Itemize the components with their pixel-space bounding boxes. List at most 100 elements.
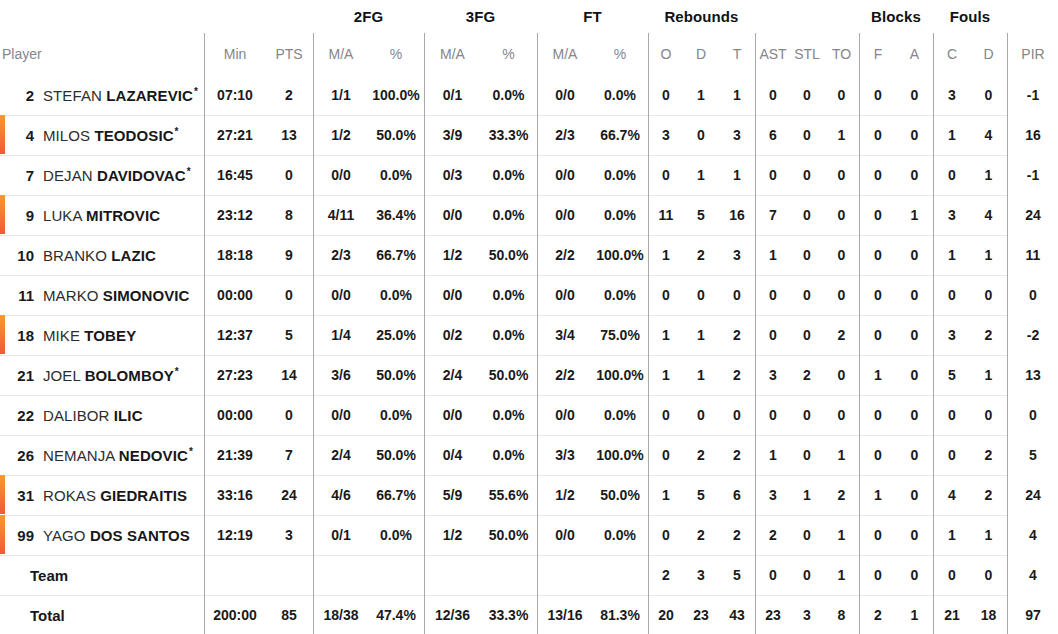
cell-blk-f: 0 [859,555,896,596]
player-first-name: LUKA [43,207,82,224]
cell-3fg-ma: 0/2 [424,315,480,356]
cell-to: 0 [824,275,859,316]
cell-2fg-ma: 0/0 [313,155,368,196]
cell-to: 1 [824,515,859,556]
player-last-name: NEDOVIC [119,447,188,464]
cell-blk-a: 0 [896,515,933,556]
cell-foul-d: 2 [970,475,1007,516]
cell-reb-t: 3 [719,115,755,156]
cell-min: 200:00 [204,595,265,634]
cell-ft-ma: 0/0 [537,75,592,116]
cell-reb-t: 2 [719,315,755,356]
player-first-name: DEJAN [43,167,93,184]
player-cell: 22 DALIBOR ILIC [0,395,204,436]
cell-pts: 85 [265,595,313,634]
player-number: 10 [0,247,34,264]
player-row[interactable]: 31 ROKAS GIEDRAITIS 33:16 24 4/6 66.7% 5… [0,475,1058,515]
cell-pts: 0 [265,395,313,436]
cell-to: 1 [824,555,859,596]
player-row[interactable]: 7 DEJAN DAVIDOVAC* 16:45 0 0/0 0.0% 0/3 … [0,155,1058,195]
player-row[interactable]: 26 NEMANJA NEDOVIC* 21:39 7 2/4 50.0% 0/… [0,435,1058,475]
cell-ft-ma: 0/0 [537,195,592,236]
player-row[interactable]: 18 MIKE TOBEY 12:37 5 1/4 25.0% 0/2 0.0%… [0,315,1058,355]
cell-foul-d: 2 [970,435,1007,476]
cell-reb-d: 1 [683,315,719,356]
cell-blk-a: 0 [896,315,933,356]
cell-3fg-pct: 50.0% [480,515,537,556]
cell-ast: 0 [755,275,790,316]
player-row[interactable]: 22 DALIBOR ILIC 00:00 0 0/0 0.0% 0/0 0.0… [0,395,1058,435]
cell-min: 12:19 [204,515,265,556]
cell-pts [265,555,313,596]
cell-stl: 0 [790,435,824,476]
cell-reb-o: 0 [648,395,683,436]
cell-reb-o: 1 [648,315,683,356]
col-header-reb-o: O [648,33,683,75]
player-row[interactable]: 2 STEFAN LAZAREVIC* 07:10 2 1/1 100.0% 0… [0,75,1058,115]
summary-row[interactable]: Team 2 3 5 0 0 1 0 0 0 0 4 [0,555,1058,595]
cell-foul-d: 0 [970,275,1007,316]
summary-row-label: Total [30,607,65,624]
player-name: MILOS TEODOSIC* [43,127,179,144]
cell-ast: 23 [755,595,790,634]
cell-ft-ma: 2/2 [537,355,592,396]
cell-foul-c: 3 [933,315,970,356]
cell-reb-d: 3 [683,555,719,596]
player-cell: 4 MILOS TEODOSIC* [0,115,204,156]
player-row[interactable]: 9 LUKA MITROVIC 23:12 8 4/11 36.4% 0/0 0… [0,195,1058,235]
player-cell: Total [0,595,204,634]
cell-ft-pct: 81.3% [592,595,648,634]
cell-ft-ma: 0/0 [537,515,592,556]
cell-2fg-pct: 100.0% [368,75,424,116]
cell-to: 0 [824,195,859,236]
cell-foul-d: 1 [970,515,1007,556]
cell-3fg-ma: 0/0 [424,195,480,236]
player-cell: 21 JOEL BOLOMBOY* [0,355,204,396]
cell-stl: 0 [790,235,824,276]
cell-ft-ma: 0/0 [537,155,592,196]
player-first-name: MARKO [43,287,99,304]
cell-3fg-pct: 33.3% [480,595,537,634]
cell-min: 12:37 [204,315,265,356]
cell-pts: 2 [265,75,313,116]
cell-pir: 13 [1007,355,1058,395]
player-row[interactable]: 21 JOEL BOLOMBOY* 27:23 14 3/6 50.0% 2/4… [0,355,1058,395]
cell-pir: 0 [1007,395,1058,435]
cell-foul-d: 4 [970,195,1007,236]
player-last-name: TOBEY [84,327,136,344]
cell-foul-c: 21 [933,595,970,634]
cell-ft-ma [537,555,592,596]
player-row[interactable]: 11 MARKO SIMONOVIC 00:00 0 0/0 0.0% 0/0 … [0,275,1058,315]
cell-blk-a: 0 [896,275,933,316]
player-first-name: STEFAN [43,87,102,104]
player-last-name: DOS SANTOS [90,527,190,544]
player-cell: 10 BRANKO LAZIC [0,235,204,276]
cell-pir: -2 [1007,315,1058,355]
player-first-name: MILOS [43,127,90,144]
summary-row[interactable]: Total 200:00 85 18/38 47.4% 12/36 33.3% … [0,595,1058,634]
player-cell: 7 DEJAN DAVIDOVAC* [0,155,204,196]
player-row[interactable]: 4 MILOS TEODOSIC* 27:21 13 1/2 50.0% 3/9… [0,115,1058,155]
player-number: 99 [0,527,34,544]
cell-pts: 5 [265,315,313,356]
cell-2fg-ma: 4/6 [313,475,368,516]
player-number: 21 [0,367,34,384]
cell-2fg-pct: 0.0% [368,275,424,316]
cell-pts: 0 [265,155,313,196]
cell-2fg-pct: 0.0% [368,515,424,556]
cell-ft-pct: 75.0% [592,315,648,356]
player-name [9,567,10,584]
cell-min: 27:21 [204,115,265,156]
col-header-ast: AST [755,33,790,75]
cell-3fg-ma: 2/4 [424,355,480,396]
cell-2fg-ma: 2/4 [313,435,368,476]
player-row[interactable]: 99 YAGO DOS SANTOS 12:19 3 0/1 0.0% 1/2 … [0,515,1058,555]
cell-blk-a: 0 [896,235,933,276]
cell-min: 23:12 [204,195,265,236]
cell-foul-c: 1 [933,115,970,156]
cell-reb-t: 1 [719,155,755,196]
cell-reb-t: 5 [719,555,755,596]
cell-ft-pct: 0.0% [592,395,648,436]
player-name: LUKA MITROVIC [43,207,161,224]
player-row[interactable]: 10 BRANKO LAZIC 18:18 9 2/3 66.7% 1/2 50… [0,235,1058,275]
